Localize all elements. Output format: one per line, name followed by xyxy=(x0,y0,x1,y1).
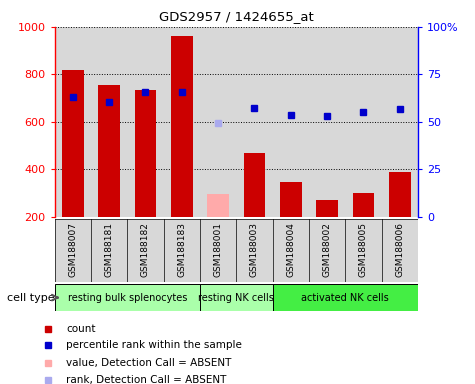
Bar xyxy=(200,284,273,311)
Text: GSM188001: GSM188001 xyxy=(214,222,223,277)
Text: GSM188007: GSM188007 xyxy=(68,222,77,277)
Bar xyxy=(55,219,91,282)
Bar xyxy=(163,27,200,217)
Text: activated NK cells: activated NK cells xyxy=(302,293,389,303)
Text: resting bulk splenocytes: resting bulk splenocytes xyxy=(67,293,187,303)
Text: GSM188005: GSM188005 xyxy=(359,222,368,277)
Text: cell type: cell type xyxy=(7,293,55,303)
Bar xyxy=(273,219,309,282)
Bar xyxy=(352,193,374,217)
Bar xyxy=(316,200,338,217)
Text: GSM188182: GSM188182 xyxy=(141,222,150,277)
Bar xyxy=(309,27,345,217)
Text: GSM188006: GSM188006 xyxy=(395,222,404,277)
Bar xyxy=(127,219,163,282)
Bar xyxy=(381,219,418,282)
Text: GSM188181: GSM188181 xyxy=(104,222,114,277)
Text: count: count xyxy=(66,324,95,334)
Bar xyxy=(127,27,163,217)
Bar xyxy=(236,27,273,217)
Bar xyxy=(207,194,229,217)
Bar xyxy=(91,27,127,217)
Bar xyxy=(91,219,127,282)
Bar xyxy=(280,182,302,217)
Bar xyxy=(273,27,309,217)
Bar xyxy=(55,27,91,217)
Title: GDS2957 / 1424655_at: GDS2957 / 1424655_at xyxy=(159,10,314,23)
Bar xyxy=(309,219,345,282)
Bar xyxy=(55,284,200,311)
Bar xyxy=(345,219,381,282)
Bar xyxy=(98,85,120,217)
Bar xyxy=(171,36,193,217)
Text: rank, Detection Call = ABSENT: rank, Detection Call = ABSENT xyxy=(66,375,227,384)
Text: percentile rank within the sample: percentile rank within the sample xyxy=(66,340,242,350)
Bar xyxy=(381,27,418,217)
Bar xyxy=(200,27,236,217)
Text: GSM188002: GSM188002 xyxy=(323,222,332,277)
Text: value, Detection Call = ABSENT: value, Detection Call = ABSENT xyxy=(66,358,231,368)
Text: GSM188004: GSM188004 xyxy=(286,222,295,277)
Bar xyxy=(237,219,273,282)
Bar xyxy=(389,172,411,217)
Bar xyxy=(345,27,381,217)
Bar xyxy=(163,219,200,282)
Bar xyxy=(273,284,418,311)
Bar xyxy=(200,219,237,282)
Bar xyxy=(244,153,266,217)
Text: GSM188003: GSM188003 xyxy=(250,222,259,277)
Bar xyxy=(134,90,156,217)
Text: GSM188183: GSM188183 xyxy=(177,222,186,277)
Bar xyxy=(62,70,84,217)
Text: resting NK cells: resting NK cells xyxy=(199,293,274,303)
